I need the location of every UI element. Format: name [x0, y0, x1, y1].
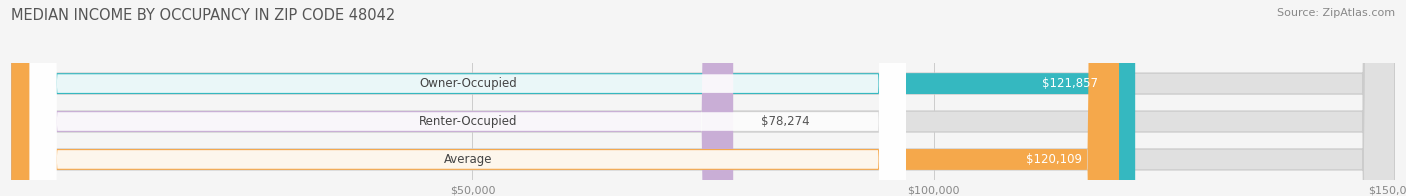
FancyBboxPatch shape — [11, 0, 1395, 196]
Text: MEDIAN INCOME BY OCCUPANCY IN ZIP CODE 48042: MEDIAN INCOME BY OCCUPANCY IN ZIP CODE 4… — [11, 8, 395, 23]
FancyBboxPatch shape — [30, 0, 905, 196]
Text: $78,274: $78,274 — [761, 115, 810, 128]
FancyBboxPatch shape — [11, 0, 1395, 196]
FancyBboxPatch shape — [30, 0, 905, 196]
Text: Source: ZipAtlas.com: Source: ZipAtlas.com — [1277, 8, 1395, 18]
Text: Owner-Occupied: Owner-Occupied — [419, 77, 516, 90]
FancyBboxPatch shape — [11, 0, 733, 196]
Text: $121,857: $121,857 — [1042, 77, 1098, 90]
Text: $120,109: $120,109 — [1026, 153, 1083, 166]
FancyBboxPatch shape — [11, 0, 1135, 196]
Text: Average: Average — [443, 153, 492, 166]
Text: Renter-Occupied: Renter-Occupied — [419, 115, 517, 128]
FancyBboxPatch shape — [11, 0, 1395, 196]
FancyBboxPatch shape — [11, 0, 1119, 196]
FancyBboxPatch shape — [30, 0, 905, 196]
